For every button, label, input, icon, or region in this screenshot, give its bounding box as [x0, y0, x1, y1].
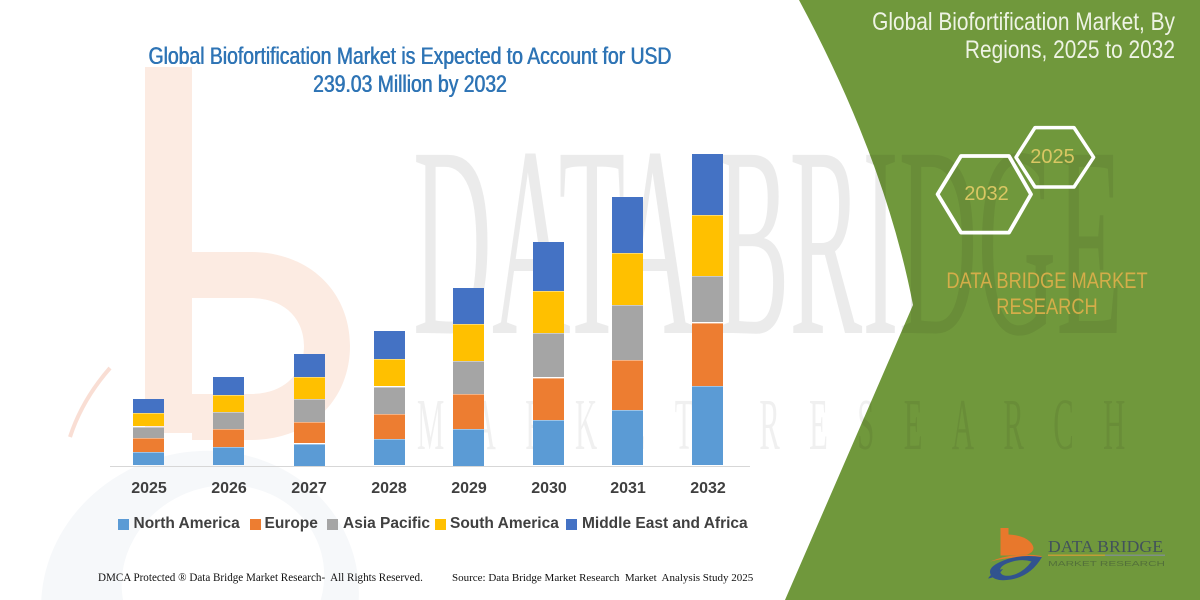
svg-text:2032: 2032 [964, 183, 1009, 205]
svg-text:2025: 2025 [1030, 146, 1075, 168]
svg-text:MARKET RESEARCH: MARKET RESEARCH [1048, 561, 1165, 568]
svg-text:DATA BRIDGE: DATA BRIDGE [1048, 537, 1163, 556]
